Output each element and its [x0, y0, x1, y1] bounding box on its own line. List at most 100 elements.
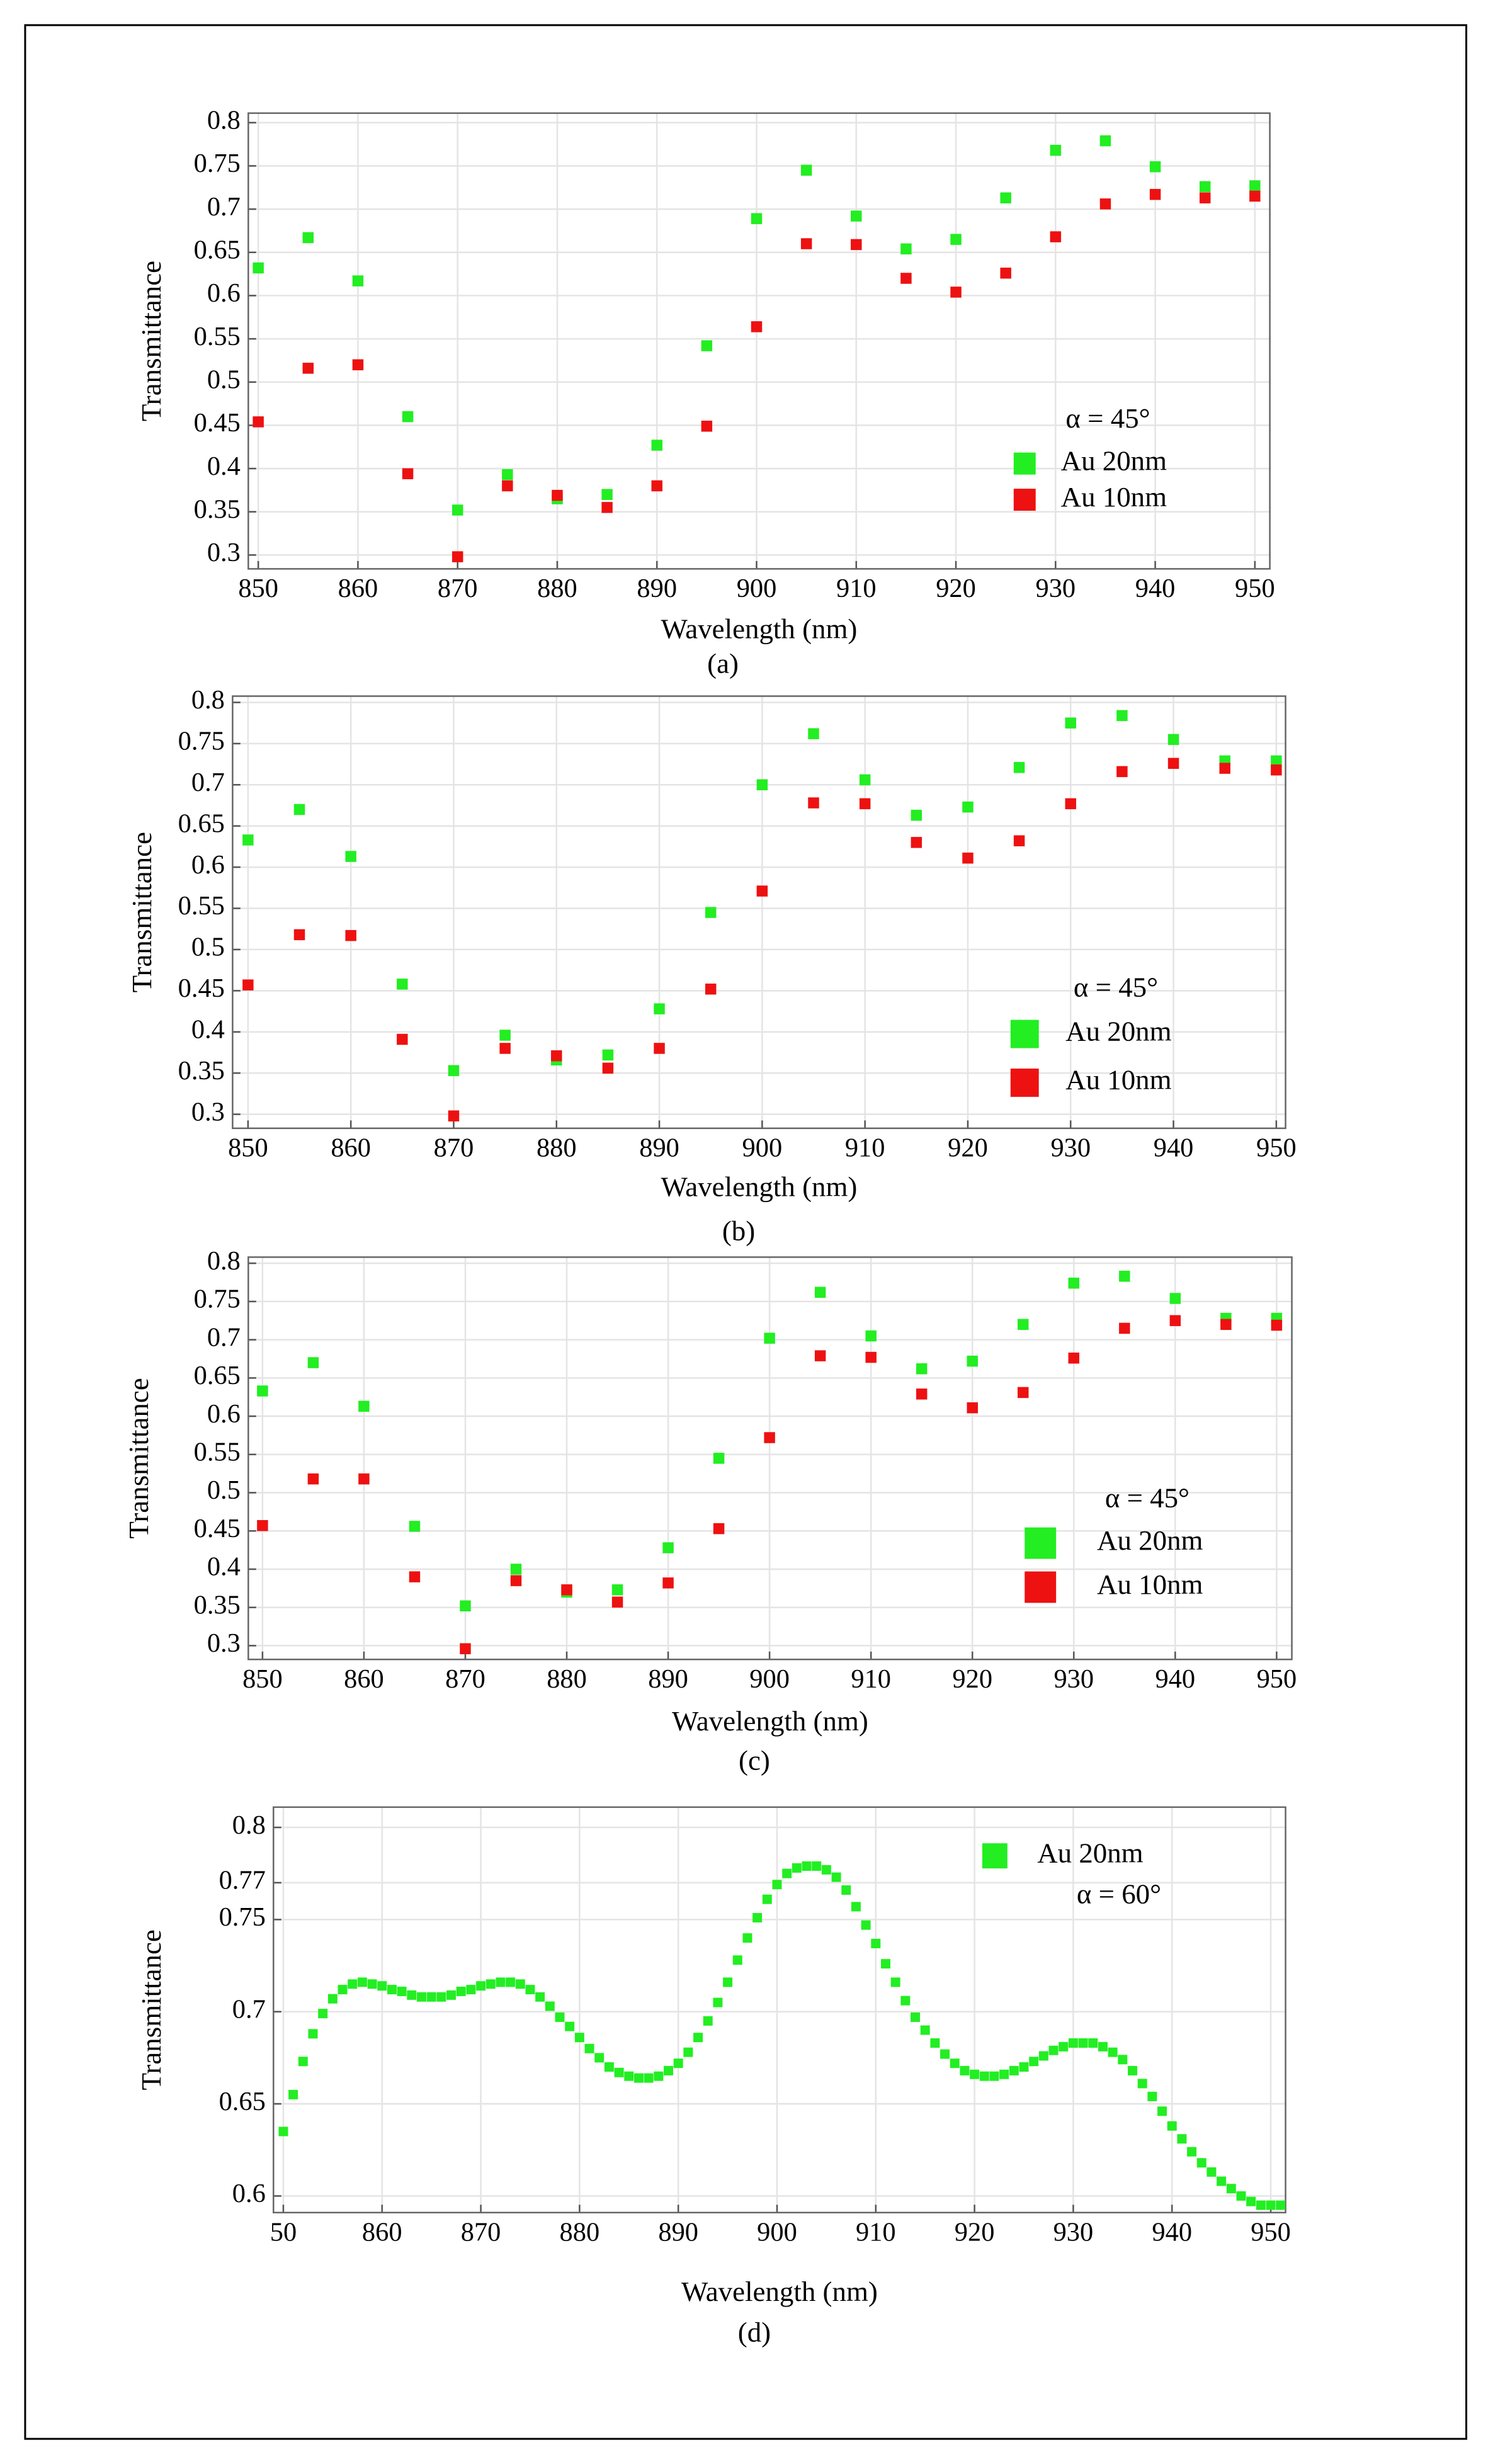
- x-tick-label: 870: [461, 2217, 501, 2247]
- point: [841, 1885, 851, 1895]
- plot-frame: [232, 695, 1286, 1130]
- point: [751, 213, 763, 224]
- point: [602, 1062, 614, 1074]
- point: [662, 1542, 674, 1553]
- point: [416, 1992, 426, 2002]
- point: [611, 1584, 623, 1596]
- point: [1116, 710, 1128, 722]
- y-axis-label: Transmittance: [135, 261, 167, 421]
- point: [476, 1981, 486, 1991]
- x-tick-label: 880: [560, 2217, 600, 2247]
- point: [1019, 2062, 1029, 2072]
- x-tick-label: 890: [648, 1664, 688, 1694]
- point: [535, 1992, 545, 2002]
- point: [654, 2071, 664, 2081]
- y-tick-label: 0.4: [207, 1552, 241, 1582]
- point: [397, 1987, 407, 1997]
- point: [318, 2009, 328, 2019]
- point: [911, 809, 922, 821]
- point: [1128, 2065, 1137, 2075]
- point: [673, 2058, 683, 2069]
- point: [242, 834, 254, 846]
- x-tick-label: 900: [737, 574, 777, 603]
- y-tick-label: 0.77: [219, 1866, 266, 1895]
- legend-swatch: [1025, 1571, 1057, 1603]
- legend-title: α = 45°: [1065, 402, 1150, 434]
- y-tick-label: 0.7: [191, 768, 225, 797]
- y-tick-label: 0.6: [232, 2179, 266, 2208]
- point: [756, 885, 768, 897]
- y-axis-label: Transmittance: [135, 1929, 167, 2090]
- point: [1206, 2167, 1217, 2177]
- legend-label: Au 20nm: [1097, 1524, 1203, 1556]
- y-tick-label: 0.35: [194, 1590, 241, 1620]
- point: [916, 1363, 928, 1375]
- point: [930, 2038, 940, 2048]
- x-tick-label: 930: [1036, 574, 1076, 603]
- point: [662, 1577, 674, 1589]
- x-tick-label: 910: [851, 1664, 891, 1694]
- point: [1169, 1315, 1181, 1326]
- x-tick-label: 940: [1155, 1664, 1196, 1694]
- y-tick-label: 0.7: [207, 1322, 241, 1352]
- point: [397, 1033, 408, 1045]
- point: [851, 210, 862, 222]
- legend-title: α = 45°: [1105, 1482, 1189, 1514]
- point: [327, 1994, 338, 2004]
- point: [1009, 2065, 1019, 2075]
- point: [485, 1979, 496, 1989]
- point: [1137, 2079, 1147, 2089]
- x-tick-label: 920: [955, 2217, 995, 2247]
- point: [555, 2013, 565, 2022]
- y-tick-label: 0.75: [178, 727, 225, 756]
- point: [436, 1992, 446, 2002]
- point: [950, 287, 962, 298]
- x-axis-label: Wavelength (nm): [661, 1171, 858, 1202]
- point: [1050, 144, 1062, 156]
- y-axis-label: Transmittance: [123, 1378, 154, 1538]
- x-tick-label: 920: [936, 574, 976, 603]
- point: [705, 983, 717, 995]
- point: [683, 2047, 693, 2057]
- point: [693, 2033, 703, 2043]
- legend-title: α = 45°: [1074, 972, 1158, 1003]
- point: [348, 1979, 358, 1989]
- point: [999, 2069, 1009, 2079]
- y-tick-label: 0.75: [194, 1285, 241, 1314]
- point: [900, 243, 912, 255]
- point: [979, 2071, 989, 2081]
- point: [989, 2071, 999, 2081]
- point: [772, 1880, 782, 1890]
- y-tick-label: 0.3: [207, 538, 241, 567]
- point: [545, 2001, 555, 2011]
- point: [402, 411, 414, 423]
- point: [377, 1981, 387, 1991]
- point: [242, 979, 254, 991]
- legend-label: Au 20nm: [1061, 445, 1167, 476]
- y-tick-label: 0.3: [191, 1097, 225, 1127]
- point: [278, 2126, 288, 2137]
- legend-swatch: [1013, 452, 1036, 475]
- x-tick-label: 900: [757, 2217, 797, 2247]
- point: [496, 1977, 506, 1987]
- point: [307, 1473, 319, 1485]
- legend-swatch: [1025, 1527, 1057, 1559]
- x-tick-label: 950: [1251, 2217, 1291, 2247]
- y-tick-label: 0.8: [207, 106, 241, 135]
- point: [814, 1350, 826, 1361]
- point: [402, 468, 414, 480]
- point: [345, 851, 356, 862]
- point: [1119, 1322, 1130, 1334]
- point: [1220, 1319, 1232, 1331]
- y-tick-label: 0.45: [194, 408, 241, 438]
- point: [821, 1865, 831, 1875]
- point: [800, 238, 812, 249]
- point: [713, 1453, 725, 1464]
- point: [812, 1861, 822, 1871]
- point: [456, 1987, 466, 1997]
- point: [651, 440, 662, 451]
- point: [1013, 762, 1025, 773]
- point: [624, 2071, 634, 2081]
- point: [920, 2025, 930, 2035]
- point: [900, 273, 912, 284]
